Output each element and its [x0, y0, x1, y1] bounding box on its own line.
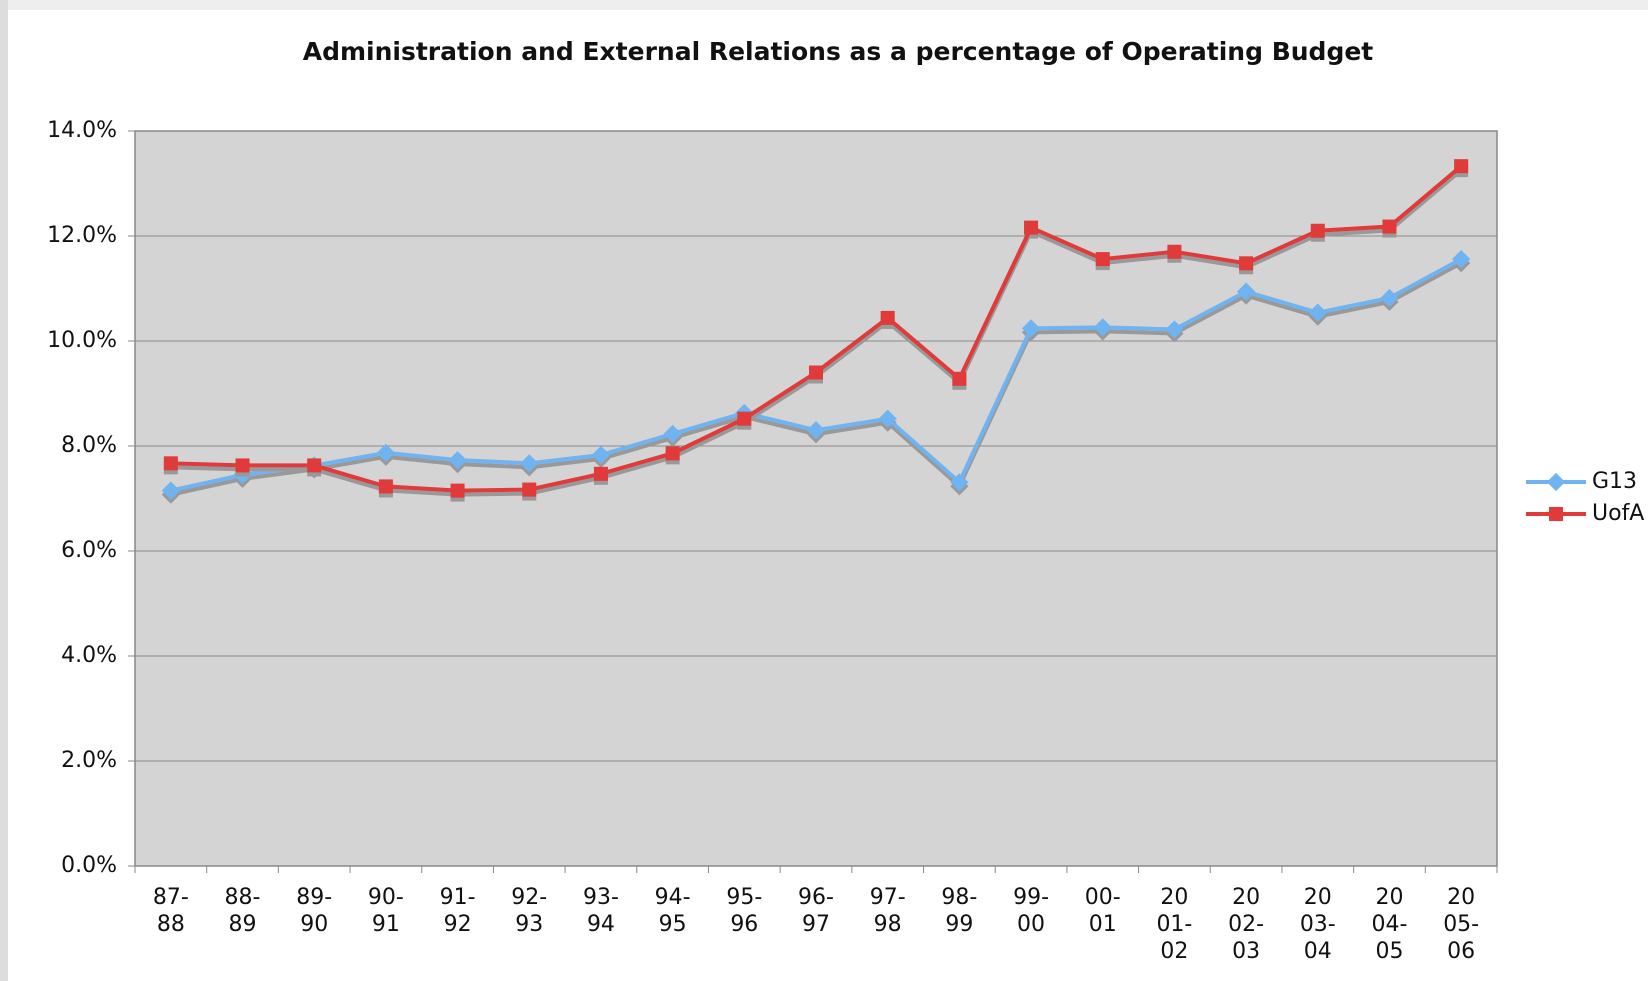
data-point [448, 451, 467, 470]
data-point [1237, 282, 1256, 301]
data-point [1165, 320, 1184, 339]
data-point [1093, 318, 1112, 337]
data-point [1452, 250, 1471, 269]
data-point [522, 482, 537, 497]
x-tick-label: 89-90 [296, 885, 332, 937]
data-point [1382, 219, 1397, 234]
x-tick-label: 20 04-05 [1372, 885, 1408, 964]
legend-label: G13 [1592, 469, 1637, 494]
legend-label: UofA [1592, 501, 1644, 526]
data-point [378, 479, 393, 494]
x-tick-label: 94-95 [655, 885, 691, 937]
data-point [737, 411, 752, 426]
x-tick-label: 99-00 [1013, 885, 1049, 937]
x-tick-label: 00-01 [1085, 885, 1121, 937]
data-point [163, 456, 178, 471]
data-point [1308, 303, 1327, 322]
data-point [520, 454, 539, 473]
data-point [665, 446, 680, 461]
data-point [307, 458, 322, 473]
y-tick-label: 14.0% [47, 118, 117, 143]
data-point [950, 473, 969, 492]
data-point [809, 365, 823, 380]
y-tick-label: 8.0% [61, 433, 117, 458]
x-tick-label: 20 05-06 [1443, 885, 1479, 964]
x-tick-label: 91-92 [440, 885, 476, 937]
y-tick-label: 2.0% [61, 748, 117, 773]
data-point [880, 310, 895, 325]
x-tick-label: 95-96 [726, 885, 762, 937]
y-tick-label: 10.0% [47, 328, 117, 353]
data-point [235, 458, 250, 473]
top-strip [0, 0, 1648, 10]
x-tick-label: 20 01-02 [1156, 885, 1192, 964]
data-point [376, 443, 395, 462]
x-tick-label: 96-97 [798, 885, 834, 937]
data-point [591, 445, 611, 465]
data-point [1167, 244, 1182, 259]
data-point [663, 424, 682, 444]
data-point [1021, 319, 1041, 338]
x-tick-label: 90-91 [368, 885, 404, 937]
y-tick-label: 4.0% [61, 643, 117, 668]
left-strip [0, 0, 8, 981]
data-point [878, 409, 897, 428]
data-point [806, 421, 826, 440]
data-point [952, 371, 967, 386]
x-tick-label: 93-94 [583, 885, 619, 937]
y-tick-label: 12.0% [47, 223, 117, 248]
data-point [1024, 220, 1039, 235]
x-tick-label: 92-93 [511, 885, 547, 937]
data-point [161, 481, 180, 500]
data-point [1380, 288, 1399, 308]
x-tick-label: 20 02-03 [1228, 885, 1264, 964]
x-tick-label: 97-98 [870, 885, 906, 937]
chart-title: Administration and External Relations as… [303, 37, 1374, 66]
y-tick-label: 6.0% [61, 538, 117, 563]
data-point [450, 483, 465, 498]
data-point [1454, 159, 1469, 174]
data-point [1310, 223, 1325, 238]
legend-marker [1549, 507, 1563, 521]
x-tick-label: 98-99 [941, 885, 977, 937]
data-point [593, 466, 608, 481]
x-tick-label: 87-88 [153, 885, 189, 937]
x-tick-label: 88-89 [225, 885, 261, 937]
y-tick-label: 0.0% [61, 853, 117, 878]
data-point [1095, 252, 1110, 267]
x-tick-label: 20 03-04 [1300, 885, 1336, 964]
legend-marker [1546, 472, 1566, 492]
data-point [1239, 256, 1254, 271]
